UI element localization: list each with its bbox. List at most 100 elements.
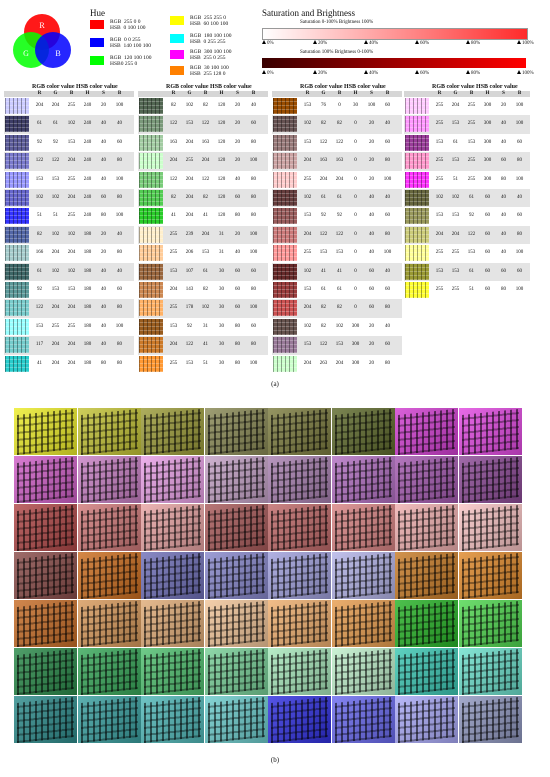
table-row: 51 51 255 240 80 100 xyxy=(4,207,134,227)
swatch-hsb-text: HSB 0 255 255 xyxy=(190,39,226,45)
table-cell: 120 xyxy=(217,195,226,200)
table-row: 92 153 153 180 40 60 xyxy=(4,281,134,300)
table-cell: 153 xyxy=(303,213,312,219)
table-row: 61 102 102 180 40 40 xyxy=(4,262,134,282)
column-header: S xyxy=(502,91,505,96)
table-cell: 0 xyxy=(338,103,341,108)
tick-label: 40% xyxy=(369,41,379,46)
hue-swatch-label: RGB 180 100 100 HSB 0 255 255 xyxy=(190,33,232,45)
table-cell: 255 xyxy=(451,287,460,292)
table-cell: 204 xyxy=(51,305,60,311)
table-row: 255 153 153 0 40 100 xyxy=(272,244,402,264)
table-row: 41 204 204 180 80 80 xyxy=(4,354,134,374)
bar-tick: 0% xyxy=(262,70,274,76)
tick-triangle-icon xyxy=(415,40,419,44)
building-thumbnail xyxy=(405,134,429,151)
table-cell: 180 xyxy=(83,323,92,329)
tick-triangle-icon xyxy=(517,70,521,74)
table-cell: 0 xyxy=(354,213,357,219)
bar-tick: 20% xyxy=(313,40,327,46)
tick-label: 60% xyxy=(420,71,430,76)
table-row: 255 204 255 300 20 100 xyxy=(404,97,530,116)
table-row: 153 255 255 180 40 100 xyxy=(4,317,134,337)
table-cell: 30 xyxy=(219,360,224,366)
table-cell: 153 xyxy=(35,323,44,329)
table-row: 122 204 122 120 40 80 xyxy=(138,170,268,190)
table-cell: 122 xyxy=(169,176,178,182)
caption-b: (b) xyxy=(270,756,280,764)
table-cell: 20 xyxy=(369,158,374,164)
table-cell: 82 xyxy=(203,195,208,200)
table-cell: 61 xyxy=(203,268,208,274)
facade-tile xyxy=(204,408,268,455)
table-row: 92 92 153 240 40 60 xyxy=(4,133,134,153)
building-thumbnail xyxy=(139,134,163,151)
facade-tile xyxy=(458,456,522,503)
table-cell: 255 xyxy=(451,250,460,256)
table-cell: 102 xyxy=(201,305,210,311)
facade-tile xyxy=(458,600,522,647)
table-cell: 100 xyxy=(383,250,392,256)
table-cell: 120 xyxy=(217,139,226,145)
table-row: 163 204 163 120 20 80 xyxy=(138,133,268,153)
table-cell: 122 xyxy=(201,176,210,182)
table-row: 153 76 0 30 100 60 xyxy=(272,97,402,116)
table-cell: 0 xyxy=(354,195,357,200)
facade-tile xyxy=(141,648,204,695)
table-cell: 82 xyxy=(337,121,342,127)
table-row: 153 92 92 0 40 60 xyxy=(272,207,402,227)
swatch-hsb-text: HSB 255 0 255 xyxy=(190,55,226,61)
table-cell: 255 xyxy=(67,103,76,108)
table-cell: 180 xyxy=(83,250,92,256)
facade-tile xyxy=(14,696,77,743)
facade-tile xyxy=(395,600,458,647)
table-cell: 180 xyxy=(83,268,92,274)
table-cell: 80 xyxy=(117,342,122,348)
table-cell: 80 xyxy=(101,360,106,366)
table-cell: 100 xyxy=(249,231,258,237)
tick-triangle-icon xyxy=(466,40,470,44)
building-thumbnail xyxy=(139,153,163,170)
table-cell: 30 xyxy=(219,323,224,329)
table-cell: 41 xyxy=(171,213,176,219)
table-cell: 80 xyxy=(235,342,240,348)
facade-tile xyxy=(14,552,77,599)
table-cell: 204 xyxy=(201,231,210,237)
building-thumbnail xyxy=(5,355,29,372)
table-cell: 255 xyxy=(435,103,444,108)
column-header: B xyxy=(385,91,390,96)
table-cell: 204 xyxy=(67,342,76,348)
facade-tile xyxy=(268,552,331,599)
table-cell: 82 xyxy=(321,323,326,329)
table-cell: 80 xyxy=(117,305,122,311)
table-cell: 40 xyxy=(101,342,106,348)
table-cell: 0 xyxy=(354,305,357,311)
table-cell: 255 xyxy=(435,158,444,164)
table-cell: 153 xyxy=(435,139,444,145)
table-cell: 60 xyxy=(235,287,240,292)
table-cell: 204 xyxy=(67,305,76,311)
table-cell: 153 xyxy=(319,250,328,256)
column-header: H xyxy=(485,91,490,96)
table-cell: 204 xyxy=(319,176,328,182)
group-header: RGB color value HSB color value xyxy=(32,84,118,90)
table-row: 153 153 255 240 40 100 xyxy=(4,170,134,190)
table-cell: 30 xyxy=(353,103,358,108)
hue-swatch xyxy=(90,20,104,29)
table-row: 204 204 255 240 20 100 xyxy=(4,97,134,116)
table-cell: 255 xyxy=(467,121,476,127)
table-cell: 122 xyxy=(169,121,178,127)
column-header: S xyxy=(102,91,105,96)
facade-tile xyxy=(395,456,458,503)
building-thumbnail xyxy=(139,245,163,262)
table-cell: 60 xyxy=(235,268,240,274)
table-cell: 120 xyxy=(217,176,226,182)
table-cell: 60 xyxy=(517,213,522,219)
table-cell: 60 xyxy=(485,287,490,292)
table-cell: 40 xyxy=(101,176,106,182)
table-cell: 40 xyxy=(501,231,506,237)
hue-swatch-label: RGB 255 255 0 HSB 60 100 100 xyxy=(190,15,228,27)
building-thumbnail xyxy=(273,355,297,372)
table-cell: 60 xyxy=(501,268,506,274)
table-cell: 80 xyxy=(251,342,256,348)
